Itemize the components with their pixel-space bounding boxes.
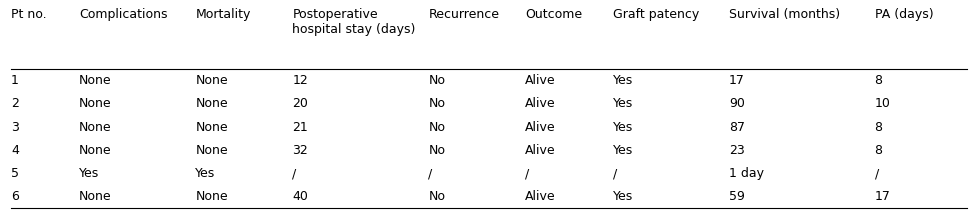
Text: Yes: Yes — [613, 74, 632, 87]
Text: No: No — [428, 120, 446, 134]
Text: 17: 17 — [729, 74, 745, 87]
Text: 12: 12 — [293, 74, 308, 87]
Text: 6: 6 — [11, 190, 18, 203]
Text: 1 day: 1 day — [729, 167, 764, 180]
Text: 23: 23 — [729, 144, 744, 157]
Text: 3: 3 — [11, 120, 18, 134]
Text: 90: 90 — [729, 97, 745, 110]
Text: None: None — [79, 190, 112, 203]
Text: 40: 40 — [293, 190, 308, 203]
Text: Yes: Yes — [613, 190, 632, 203]
Text: Graft patency: Graft patency — [613, 8, 699, 21]
Text: 20: 20 — [293, 97, 308, 110]
Text: Recurrence: Recurrence — [428, 8, 499, 21]
Text: /: / — [293, 167, 297, 180]
Text: Pt no.: Pt no. — [11, 8, 47, 21]
Text: 1: 1 — [11, 74, 18, 87]
Text: 2: 2 — [11, 97, 18, 110]
Text: 59: 59 — [729, 190, 745, 203]
Text: Yes: Yes — [196, 167, 216, 180]
Text: /: / — [875, 167, 879, 180]
Text: Alive: Alive — [525, 190, 556, 203]
Text: Alive: Alive — [525, 74, 556, 87]
Text: No: No — [428, 74, 446, 87]
Text: Yes: Yes — [613, 144, 632, 157]
Text: 8: 8 — [875, 74, 883, 87]
Text: Outcome: Outcome — [525, 8, 583, 21]
Text: 4: 4 — [11, 144, 18, 157]
Text: 8: 8 — [875, 144, 883, 157]
Text: None: None — [79, 144, 112, 157]
Text: 32: 32 — [293, 144, 308, 157]
Text: No: No — [428, 190, 446, 203]
Text: Alive: Alive — [525, 144, 556, 157]
Text: PA (days): PA (days) — [875, 8, 933, 21]
Text: 5: 5 — [11, 167, 19, 180]
Text: No: No — [428, 97, 446, 110]
Text: None: None — [196, 97, 228, 110]
Text: No: No — [428, 144, 446, 157]
Text: None: None — [196, 120, 228, 134]
Text: 17: 17 — [875, 190, 890, 203]
Text: None: None — [196, 144, 228, 157]
Text: None: None — [196, 74, 228, 87]
Text: Alive: Alive — [525, 97, 556, 110]
Text: Complications: Complications — [79, 8, 167, 21]
Text: Yes: Yes — [613, 97, 632, 110]
Text: None: None — [79, 97, 112, 110]
Text: Survival (months): Survival (months) — [729, 8, 840, 21]
Text: 8: 8 — [875, 120, 883, 134]
Text: Postoperative
hospital stay (days): Postoperative hospital stay (days) — [293, 8, 415, 36]
Text: Yes: Yes — [79, 167, 99, 180]
Text: 21: 21 — [293, 120, 308, 134]
Text: 87: 87 — [729, 120, 745, 134]
Text: None: None — [196, 190, 228, 203]
Text: /: / — [428, 167, 433, 180]
Text: Yes: Yes — [613, 120, 632, 134]
Text: /: / — [525, 167, 529, 180]
Text: None: None — [79, 74, 112, 87]
Text: Mortality: Mortality — [196, 8, 251, 21]
Text: None: None — [79, 120, 112, 134]
Text: 10: 10 — [875, 97, 890, 110]
Text: /: / — [613, 167, 617, 180]
Text: Alive: Alive — [525, 120, 556, 134]
